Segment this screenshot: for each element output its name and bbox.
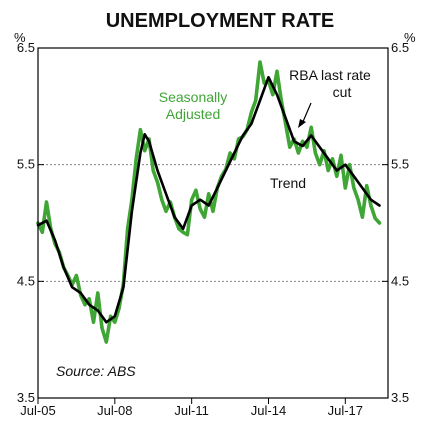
y-tick-label-right: 6.5: [391, 40, 409, 55]
source-note: Source: ABS: [56, 363, 136, 379]
x-tick-label: Jul-05: [20, 403, 55, 418]
x-tick-label: Jul-17: [328, 403, 363, 418]
y-tick-label-left: 5.5: [17, 157, 35, 172]
chart-title: UNEMPLOYMENT RATE: [106, 10, 335, 32]
annotation-seasonally-adjusted-line1: Seasonally: [159, 89, 228, 105]
y-tick-label-right: 4.5: [391, 273, 409, 288]
y-tick-label-right: 3.5: [391, 390, 409, 405]
plot-frame: [37, 47, 389, 399]
y-tick-label-right: 5.5: [391, 157, 409, 172]
annotation-rba-line2: cut: [333, 84, 352, 100]
rba-arrow-head: [298, 119, 306, 128]
series-layer: [36, 60, 382, 344]
axis-ticks: 3.5 3.5 4.5 4.5 5.5 5.5 6.5 6.5 Jul-05 Jul-08 Jul-…: [17, 40, 409, 418]
rba-arrow-line: [301, 102, 312, 125]
series-trend: [36, 75, 381, 324]
y-tick-label-left: 6.5: [17, 40, 35, 55]
y-unit-right: %: [404, 30, 416, 45]
y-unit-left: %: [14, 30, 26, 45]
annotation-seasonally-adjusted-line2: Adjusted: [166, 106, 220, 122]
y-tick-label-left: 3.5: [17, 390, 35, 405]
series-seasonally-adjusted: [36, 60, 382, 344]
x-tick-label: Jul-11: [174, 403, 208, 418]
x-tick-label: Jul-14: [251, 403, 286, 418]
y-tick-label-left: 4.5: [17, 273, 35, 288]
annotation-rba-line1: RBA last rate: [289, 67, 371, 83]
gridlines: [38, 164, 388, 282]
x-tick-label: Jul-08: [97, 403, 132, 418]
annotation-trend: Trend: [270, 175, 306, 191]
